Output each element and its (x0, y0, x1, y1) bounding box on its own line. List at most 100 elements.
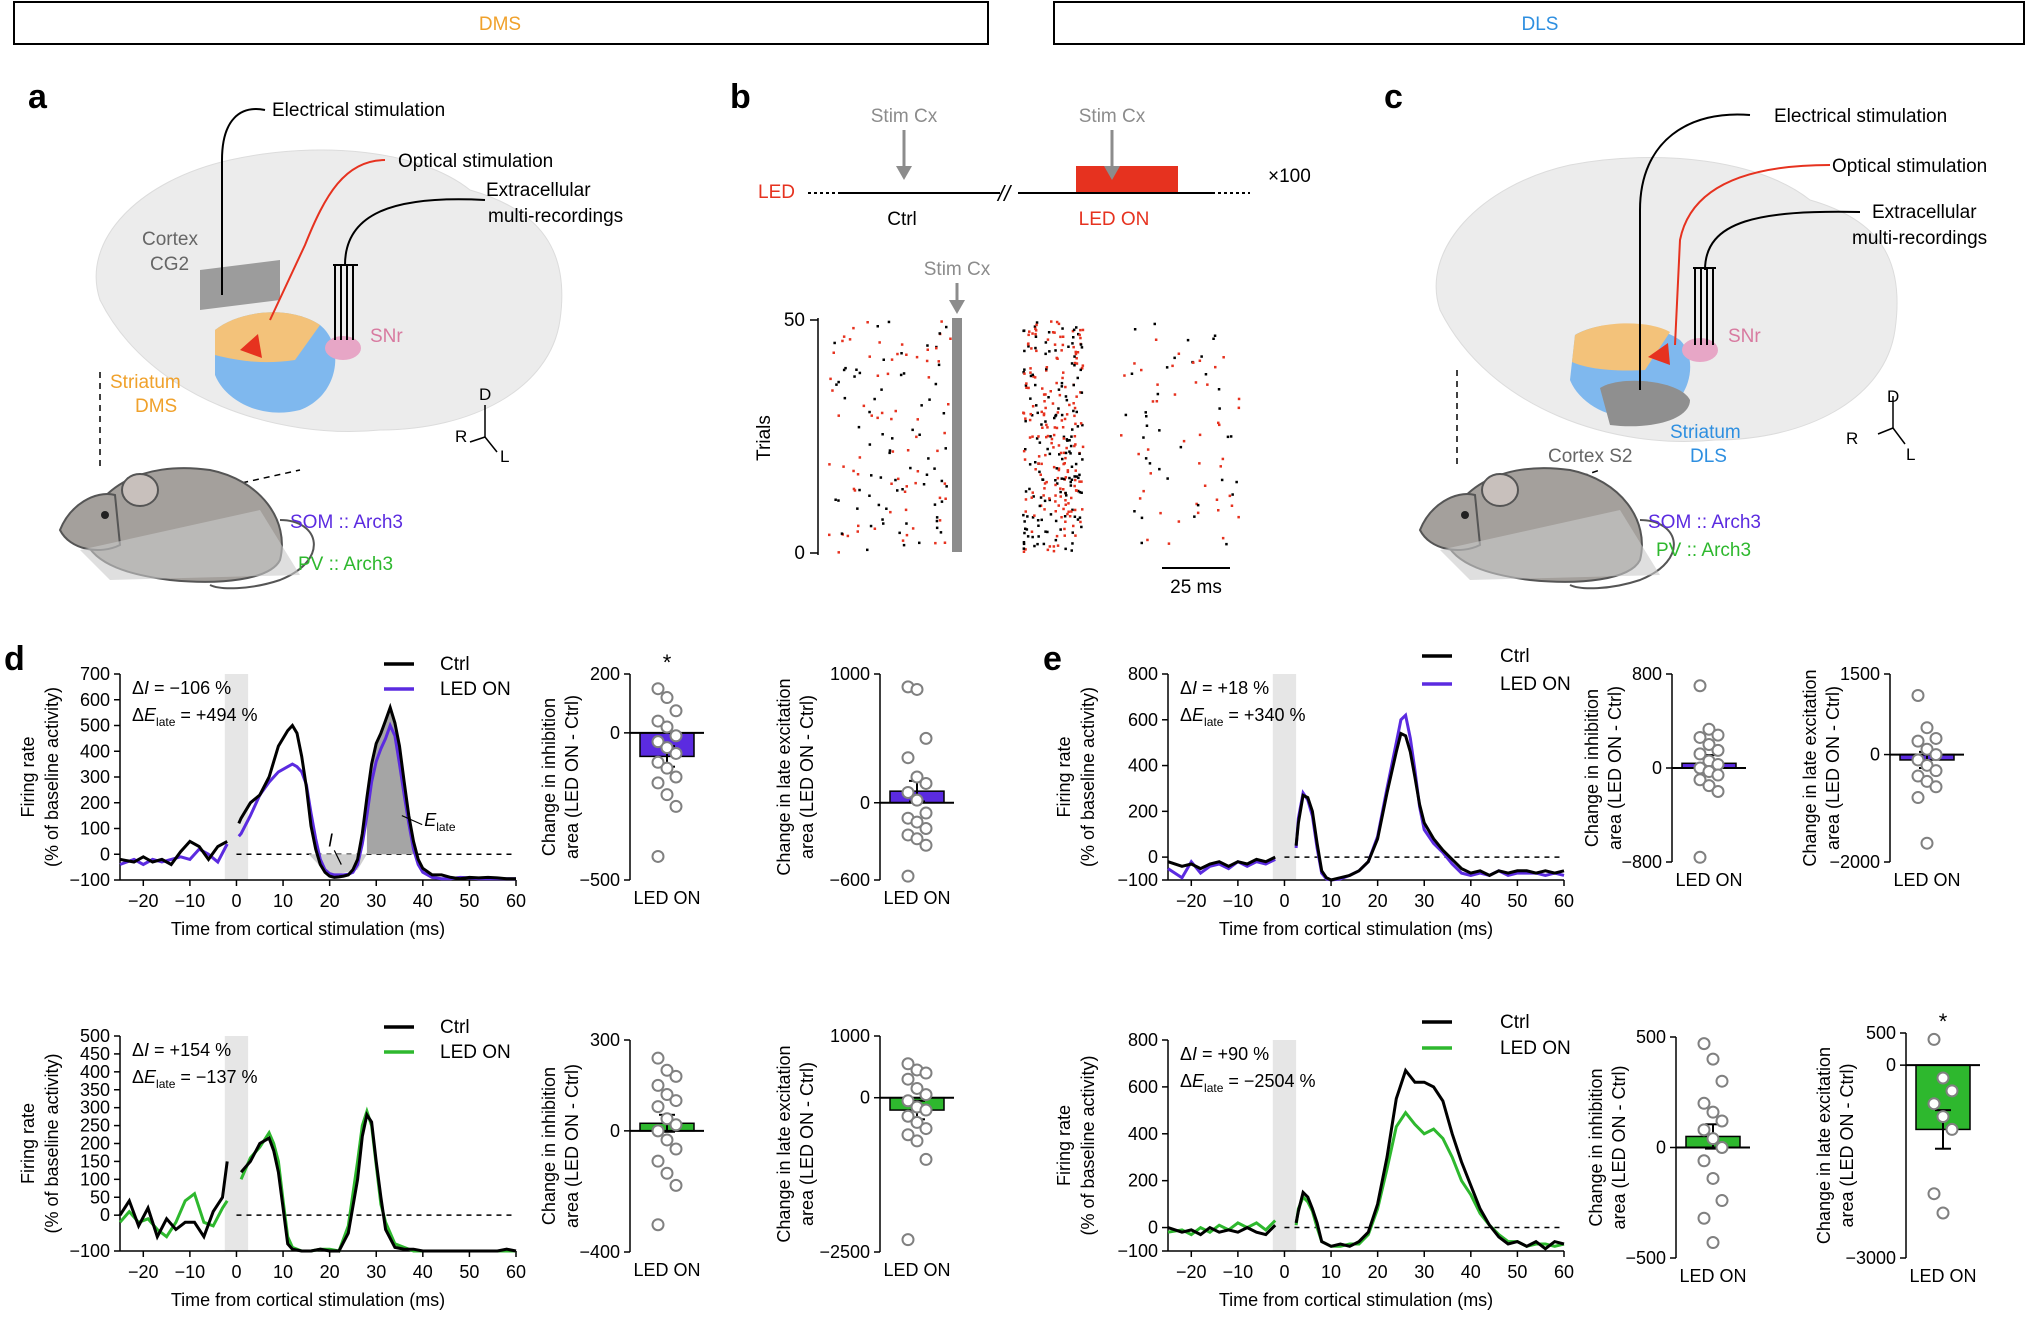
spike (909, 466, 912, 470)
spike (1145, 424, 1149, 427)
y-tick-label: 800 (1128, 664, 1158, 684)
spike (880, 411, 884, 415)
spike (1073, 435, 1077, 438)
mouse-icon (58, 467, 315, 590)
data-point (1920, 721, 1934, 735)
spike (901, 488, 904, 491)
spike (1039, 496, 1043, 499)
x-axis-title: Time from cortical stimulation (ms) (1219, 919, 1493, 939)
spike (1140, 516, 1144, 520)
spike (1051, 402, 1055, 405)
y-tick-label: 100 (80, 819, 110, 839)
spike (1124, 413, 1128, 417)
spike (1048, 350, 1051, 353)
spike (1024, 417, 1027, 420)
data-point (1693, 850, 1707, 864)
spike (1070, 362, 1074, 365)
spike (1062, 507, 1065, 511)
spike (1073, 475, 1076, 478)
data-point (1715, 1141, 1729, 1154)
raster-spikes (828, 320, 1241, 554)
spike (1140, 368, 1143, 372)
spike (1042, 494, 1045, 497)
spike (943, 541, 947, 544)
spike (1182, 439, 1186, 443)
panel-d-letter: d (4, 640, 25, 678)
spike (896, 489, 899, 492)
optical-fiber-c (1674, 164, 1831, 346)
data-point (1911, 734, 1925, 748)
spike (852, 487, 856, 491)
spike (1072, 383, 1075, 387)
y-tick-label: 0 (1148, 847, 1158, 867)
data-point (660, 1112, 674, 1126)
spike (842, 335, 846, 338)
y-axis-title-line2: area (LED ON - Ctrl) (1609, 1065, 1629, 1229)
spike (1073, 508, 1077, 512)
inhibition-label: I (328, 831, 333, 851)
spike (1057, 444, 1061, 447)
data-point (1911, 791, 1925, 805)
spike (1047, 331, 1051, 334)
dls-header-box (1053, 1, 2025, 45)
y-tick-label: −2000 (1829, 852, 1880, 872)
spike (1037, 535, 1040, 538)
spike (1078, 452, 1081, 455)
spike (938, 519, 942, 522)
spike (1027, 342, 1030, 345)
data-point (919, 1088, 933, 1102)
spike (1054, 479, 1057, 482)
chart-d_bot_exc: −2500 0 1000 LED ON Change in late excitatio… (774, 1026, 954, 1280)
spike (1057, 504, 1060, 507)
cortex-cg2-shape (200, 260, 280, 310)
chart-e_top_exc: −2000 0 1500 LED ON Change in late excitatio… (1800, 664, 1964, 890)
delta-i-annotation: ΔI = +18 % (1180, 678, 1269, 698)
y-tick-label: 100 (80, 1169, 110, 1189)
data-point (669, 799, 683, 813)
spike (905, 522, 908, 525)
spike (900, 343, 904, 346)
spike (848, 338, 852, 341)
spike (937, 363, 941, 367)
spike (911, 428, 914, 432)
spike (1080, 525, 1083, 529)
spike (1133, 510, 1136, 513)
x-tick-label: −10 (1223, 891, 1254, 911)
spike (1071, 531, 1074, 534)
spike (1156, 392, 1160, 396)
spike (1059, 490, 1062, 494)
spike (879, 476, 883, 479)
spike (1029, 397, 1032, 400)
data-point (651, 1078, 665, 1092)
spike (1194, 381, 1198, 384)
spike (856, 473, 860, 476)
spike (1042, 412, 1046, 415)
spike (1237, 397, 1241, 401)
spike (1196, 503, 1200, 507)
spike (1040, 423, 1043, 426)
spike (1072, 402, 1075, 405)
spike (1070, 549, 1073, 552)
x-category-label: LED ON (1893, 870, 1960, 890)
spike (1079, 391, 1082, 394)
spike (1058, 393, 1062, 397)
y-tick-label: 200 (1128, 801, 1158, 821)
x-tick-label: 60 (1554, 1262, 1574, 1282)
led-on-line-post (1294, 712, 1565, 882)
spike (1054, 510, 1057, 513)
spike (1055, 356, 1058, 360)
data-point (1929, 731, 1943, 745)
spike (1032, 495, 1035, 498)
led-on-line-post (237, 721, 516, 881)
cortex-s2-label: Cortex S2 (1548, 446, 1632, 467)
spike (1056, 476, 1060, 480)
data-point (1711, 743, 1725, 757)
spike (880, 388, 883, 391)
spike (1064, 491, 1067, 495)
x-tick-label: −10 (175, 1262, 206, 1282)
spike (1043, 487, 1046, 490)
spike (938, 332, 941, 335)
data-point (1702, 722, 1716, 736)
spike (1063, 534, 1066, 537)
y-tick-label: 400 (80, 741, 110, 761)
